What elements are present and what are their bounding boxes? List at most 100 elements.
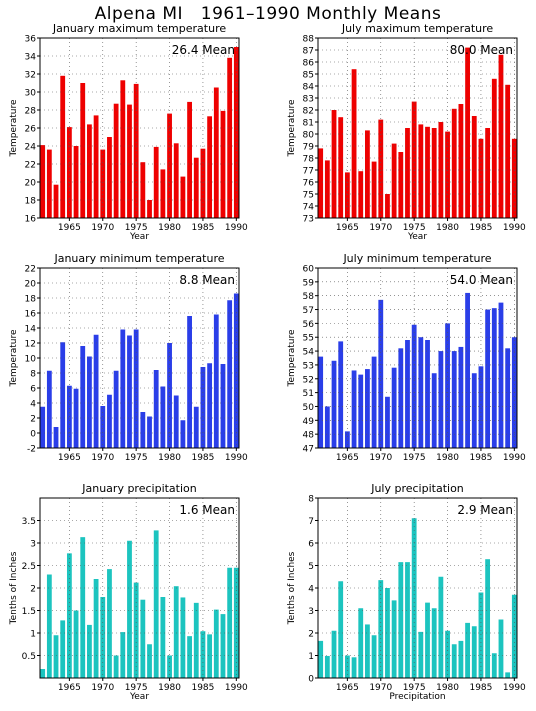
x-tick-label: 1980 [158, 223, 181, 233]
bar-1967 [80, 346, 86, 448]
bar-1976 [140, 412, 146, 448]
bar-1977 [147, 200, 152, 218]
mean-label: 54.0 Mean [450, 273, 513, 287]
x-tick-label: 1985 [191, 453, 214, 463]
y-tick-label: 18 [25, 197, 37, 207]
bar-1968 [87, 124, 92, 218]
chart-5: January precipitation 0.5 1 1.5 2 2.5 3 3.5 1965… [9, 482, 248, 702]
bar-1988 [220, 110, 226, 218]
y-tick-label: 54 [303, 348, 315, 358]
bar-1961 [40, 669, 46, 678]
y-tick-label: 49 [303, 417, 315, 427]
bar-1971 [107, 394, 112, 448]
bar-1968 [365, 624, 370, 678]
chart-1: January maximum temperature 16 18 20 22 24 26 2… [9, 22, 248, 242]
bar-1965 [66, 553, 72, 678]
bar-1986 [207, 634, 213, 678]
bar-1962 [324, 160, 330, 218]
bar-1990 [233, 293, 239, 448]
bar-1987 [213, 87, 219, 218]
bar-1976 [418, 124, 424, 218]
y-tick-label: 24 [25, 143, 37, 153]
bar-1990 [511, 594, 517, 678]
bar-1961 [318, 356, 324, 448]
bar-1984 [471, 116, 477, 218]
bar-1970 [378, 299, 384, 448]
y-tick-label: 84 [303, 83, 315, 93]
y-tick-label: 80 [303, 131, 315, 141]
bar-1986 [207, 363, 213, 448]
x-tick-label: 1965 [336, 223, 359, 233]
bar-1979 [160, 169, 166, 218]
bar-1983 [187, 101, 192, 218]
bar-1978 [431, 128, 437, 218]
bar-1967 [358, 608, 364, 678]
bar-1972 [113, 655, 119, 678]
y-tick-label: 3.5 [22, 517, 36, 527]
bar-1963 [331, 630, 337, 678]
bar-1987 [213, 609, 219, 678]
bar-1973 [120, 632, 126, 678]
bar-1974 [127, 335, 132, 448]
bar-1976 [140, 599, 146, 678]
y-tick-label: 81 [303, 119, 314, 129]
y-tick-label: 8 [30, 370, 36, 380]
bar-1969 [371, 161, 377, 218]
bar-1988 [498, 302, 504, 448]
chart-3: January minimum temperature -2 0 2 4 6 8 10 12 14… [9, 252, 248, 463]
x-tick-label: 1965 [58, 683, 81, 693]
bar-1980 [167, 343, 172, 448]
bar-1971 [107, 137, 112, 218]
y-tick-label: 32 [25, 71, 36, 81]
bar-1973 [398, 152, 404, 218]
x-tick-label: 1965 [58, 223, 81, 233]
x-tick-label: 1970 [91, 683, 114, 693]
chart-6: July precipitation 0 1 2 3 4 5 6 7 8 1965 1970 1975 1… [287, 482, 526, 702]
x-tick-label: 1970 [369, 223, 392, 233]
bar-1969 [371, 356, 377, 448]
bar-1964 [60, 75, 66, 218]
bar-1979 [438, 576, 444, 678]
bar-1989 [227, 300, 233, 448]
bar-1979 [160, 386, 166, 448]
y-tick-label: 47 [303, 445, 314, 455]
bar-1977 [425, 602, 430, 679]
x-tick-label: 1985 [191, 683, 214, 693]
bar-1962 [324, 655, 330, 678]
bar-1980 [167, 113, 172, 218]
x-tick-label: 1970 [369, 453, 392, 463]
x-tick-label: 1980 [436, 683, 459, 693]
bar-1979 [160, 597, 166, 678]
x-tick-label: 1980 [158, 453, 181, 463]
y-tick-label: 77 [303, 167, 314, 177]
x-tick-label: 1990 [225, 223, 248, 233]
bar-1971 [385, 194, 390, 218]
y-tick-label: 7 [308, 517, 314, 527]
bar-1982 [458, 104, 464, 218]
plot-frame [39, 37, 240, 219]
y-tick-label: 4 [30, 400, 36, 410]
bar-1972 [113, 370, 119, 448]
mean-label: 1.6 Mean [179, 503, 235, 517]
bar-1981 [173, 143, 179, 218]
bar-1963 [53, 427, 59, 448]
x-tick-label: 1970 [91, 453, 114, 463]
bar-1984 [471, 373, 477, 448]
bar-1961 [40, 406, 46, 448]
bar-1983 [465, 622, 470, 679]
bar-1971 [385, 588, 390, 678]
x-tick-label: 1965 [336, 453, 359, 463]
y-tick-label: 6 [308, 540, 314, 550]
bar-1976 [418, 631, 424, 679]
x-tick-label: 1970 [91, 223, 114, 233]
bar-1969 [93, 579, 99, 678]
bar-1989 [505, 348, 511, 448]
y-tick-label: 53 [303, 361, 314, 371]
x-tick-label: 1975 [403, 453, 426, 463]
bar-1961 [318, 148, 324, 218]
y-tick-label: 5 [308, 562, 314, 572]
bar-1961 [318, 640, 324, 679]
x-tick-label: 1990 [503, 683, 526, 693]
y-tick-label: 83 [303, 95, 314, 105]
